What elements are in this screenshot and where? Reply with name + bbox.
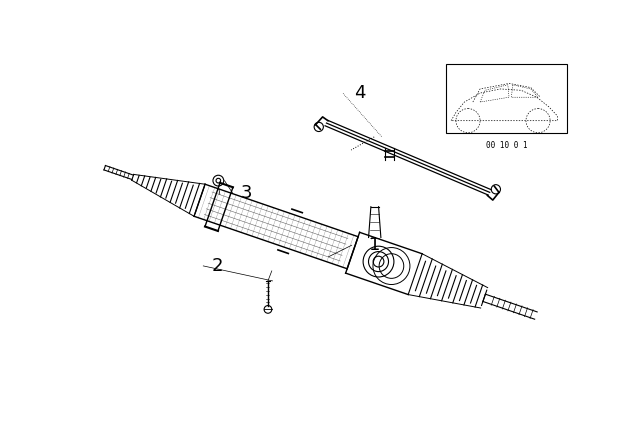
- Text: 4: 4: [355, 84, 366, 103]
- Bar: [446, 64, 567, 133]
- Text: 00 10 0 1: 00 10 0 1: [486, 141, 527, 150]
- Text: 1: 1: [369, 236, 381, 254]
- Text: 2: 2: [211, 257, 223, 275]
- Text: 3: 3: [241, 185, 252, 202]
